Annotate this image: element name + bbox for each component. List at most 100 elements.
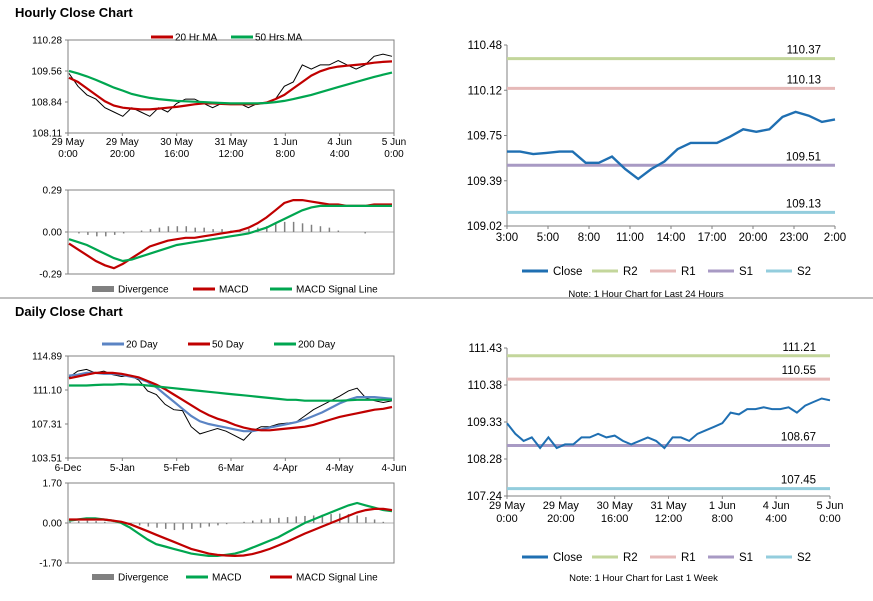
daily-price-series-price — [68, 368, 393, 441]
daily-macd-ytick-label: 1.70 — [43, 479, 63, 490]
daily-close-level-label-s1: 108.67 — [781, 431, 816, 443]
hourly-price-ytick-label: 108.11 — [32, 129, 62, 140]
daily-macd-chart: 1.70 0.00 -1.70 Divergence MACD MACD Signal L… — [39, 479, 395, 584]
hourly-price-ytick-label: 110.28 — [32, 36, 62, 47]
hourly-close-xtick-label: 20:00 — [739, 232, 768, 244]
daily-macd-series-macd — [68, 501, 393, 558]
hourly-macd-ytick-label: -0.29 — [39, 270, 62, 281]
daily-price-xtick-label: 5-Jan — [110, 463, 135, 474]
daily-close-level-label-s2: 107.45 — [781, 475, 816, 487]
daily-macd-legend-label-divergence: Divergence — [118, 573, 169, 584]
hourly-close-ytick-label: 109.02 — [467, 221, 502, 233]
daily-close-xtick-label: 16:00 — [601, 513, 629, 525]
daily-macd-ytick-label: 0.00 — [43, 519, 63, 530]
daily-close-xtick-label: 29 May — [489, 500, 526, 512]
hourly-close-ytick-label: 109.39 — [467, 176, 502, 188]
hourly-price-xtick-label: 8:00 — [276, 149, 296, 160]
daily-close-xtick-label: 4:00 — [765, 513, 786, 525]
hourly-close-level-label-r1: 110.13 — [787, 74, 821, 86]
hourly-price-xtick-label: 4 Jun — [327, 137, 351, 148]
daily-close-xtick-label: 0:00 — [496, 513, 517, 525]
daily-close-xtick-label: 29 May — [543, 500, 580, 512]
hourly-macd-ytick-label: 0.29 — [43, 186, 63, 197]
daily-close-xtick-label: 5 Jun — [817, 500, 844, 512]
hourly-price-ytick-label: 108.84 — [31, 98, 62, 109]
hourly-price-xtick-label: 4:00 — [330, 149, 350, 160]
daily-macd-ytick-label: -1.70 — [39, 559, 62, 570]
hourly-close-ytick-label: 109.75 — [467, 131, 502, 143]
daily-close-legend-label-close: Close — [553, 552, 582, 564]
hourly-macd-legend-label-macd-signal-line: MACD Signal Line — [296, 285, 378, 296]
daily-close-ytick-label: 111.43 — [469, 343, 502, 355]
hourly-close-series-close — [507, 110, 836, 181]
daily-price-ytick-label: 111.10 — [33, 386, 63, 397]
daily-price-ytick-label: 114.89 — [32, 352, 62, 363]
hourly-macd-legend-swatch-divergence — [92, 286, 114, 292]
daily-price-ytick-label: 107.31 — [31, 420, 62, 431]
daily-price-legend-label-20-day: 20 Day — [126, 340, 158, 351]
hourly-macd-chart: 0.29 0.00 -0.29 Divergence MACD MACD Signal L… — [39, 186, 395, 296]
daily-section-title: Daily Close Chart — [15, 304, 123, 319]
daily-close-xtick-label: 8:00 — [712, 513, 733, 525]
daily-macd-series-macd-signal-line — [69, 507, 393, 558]
hourly-macd-legend-label-divergence: Divergence — [118, 285, 169, 296]
daily-price-plot-frame — [67, 355, 395, 459]
hourly-price-legend-label-50-hrs-ma: 50 Hrs MA — [255, 33, 303, 44]
daily-close-legend-label-s1: S1 — [739, 552, 753, 564]
hourly-price-xtick-label: 30 May — [160, 137, 193, 148]
daily-price-xtick-label: 6-Mar — [218, 463, 245, 474]
hourly-price-xtick-label: 5 Jun — [382, 137, 406, 148]
hourly-close-level-label-r2: 110.37 — [787, 45, 821, 57]
daily-close-ytick-label: 110.38 — [468, 380, 502, 392]
hourly-price-plot-frame — [67, 39, 395, 134]
hourly-close-xtick-label: 11:00 — [616, 232, 644, 244]
daily-close-legend-label-s2: S2 — [797, 552, 811, 564]
hourly-close-legend-label-r1: R1 — [681, 266, 696, 278]
daily-macd-legend-label-macd: MACD — [212, 573, 241, 584]
daily-price-chart: 114.89 111.10 107.31 103.516-Dec 5-Jan 5-Feb 6… — [31, 340, 406, 475]
hourly-price-ytick-label: 109.56 — [31, 67, 62, 78]
daily-close-xtick-label: 30 May — [597, 500, 634, 512]
daily-close-note: Note: 1 Hour Chart for Last 1 Week — [569, 573, 718, 584]
hourly-macd-series-macd — [68, 199, 392, 270]
daily-close-ytick-label: 109.33 — [467, 417, 502, 429]
hourly-price-xtick-label: 12:00 — [218, 149, 243, 160]
hourly-price-xtick-label: 0:00 — [58, 149, 78, 160]
hourly-price-xtick-label: 16:00 — [164, 149, 189, 160]
hourly-price-xtick-label: 29 May — [52, 137, 85, 148]
daily-price-ytick-label: 103.51 — [31, 454, 62, 465]
hourly-close-legend-label-s1: S1 — [739, 266, 753, 278]
daily-price-series-200-day — [69, 382, 392, 402]
hourly-macd-series-macd-signal-line — [68, 204, 392, 263]
hourly-price-xtick-label: 1 Jun — [273, 137, 297, 148]
hourly-close-level-label-s2: 109.13 — [786, 198, 821, 210]
daily-price-xtick-label: 4-Apr — [273, 463, 298, 474]
hourly-close-legend-label-s2: S2 — [797, 266, 811, 278]
hourly-close-chart: 110.48 110.12 109.75 109.39 109.023:00 5:00 8:… — [467, 40, 846, 300]
daily-price-xtick-label: 5-Feb — [164, 463, 191, 474]
daily-close-xtick-label: 12:00 — [655, 513, 683, 525]
hourly-close-xtick-label: 23:00 — [780, 232, 809, 244]
daily-macd-legend-swatch-divergence — [92, 574, 114, 580]
daily-close-xtick-label: 31 May — [650, 500, 687, 512]
daily-close-legend-label-r2: R2 — [623, 552, 638, 564]
hourly-price-series-50-hrs-ma — [68, 69, 393, 105]
daily-close-level-label-r2: 111.21 — [783, 342, 816, 354]
hourly-close-xtick-label: 17:00 — [698, 232, 727, 244]
hourly-macd-ytick-label: 0.00 — [43, 228, 63, 239]
hourly-close-note: Note: 1 Hour Chart for Last 24 Hours — [568, 289, 723, 300]
daily-price-series-50-day — [68, 371, 393, 432]
hourly-price-xtick-label: 0:00 — [384, 149, 404, 160]
daily-price-xtick-label: 6-Dec — [55, 463, 82, 474]
hourly-price-xtick-label: 31 May — [215, 137, 248, 148]
hourly-close-xtick-label: 2:00 — [824, 232, 846, 244]
daily-close-legend-label-r1: R1 — [681, 552, 696, 564]
hourly-close-legend-label-r2: R2 — [623, 266, 638, 278]
daily-close-series-close — [506, 397, 831, 450]
hourly-close-xtick-label: 3:00 — [496, 232, 518, 244]
daily-macd-legend-label-macd-signal-line: MACD Signal Line — [296, 573, 378, 584]
daily-close-xtick-label: 1 Jun — [709, 500, 736, 512]
